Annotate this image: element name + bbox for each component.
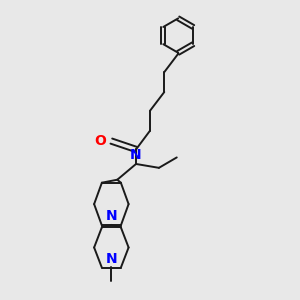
Text: N: N <box>106 209 117 223</box>
Text: O: O <box>94 134 106 148</box>
Text: N: N <box>106 252 117 266</box>
Text: N: N <box>130 148 142 162</box>
